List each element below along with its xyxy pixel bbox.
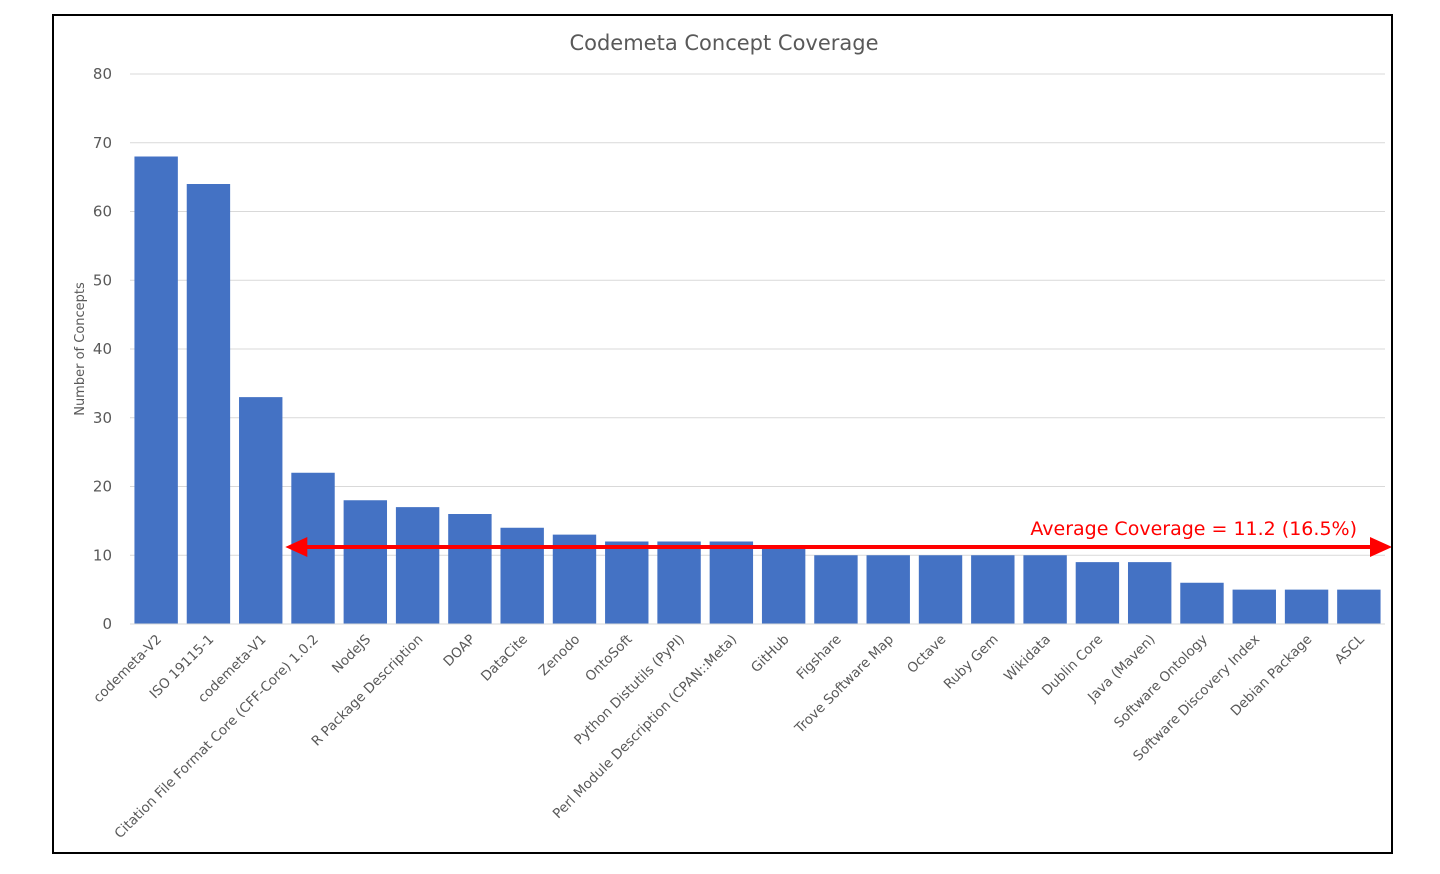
bar	[186, 184, 231, 624]
y-tick-label: 60	[93, 203, 112, 221]
y-axis-title: Number of Concepts	[73, 282, 88, 416]
bar	[814, 555, 858, 624]
y-tick-label: 10	[93, 546, 112, 564]
gridlines	[130, 73, 1385, 556]
x-category-label: Zenodo	[536, 632, 584, 680]
bar	[1075, 562, 1120, 624]
y-tick-label: 80	[93, 65, 112, 83]
x-category-label: Figshare	[793, 632, 844, 683]
x-category-label: DataCite	[478, 632, 531, 685]
bar	[552, 534, 597, 624]
bar	[343, 500, 388, 624]
x-category-label: ASCL	[1332, 631, 1368, 667]
bar	[657, 541, 701, 624]
y-tick-label: 50	[93, 271, 112, 289]
x-category-label: Octave	[904, 632, 949, 677]
bar	[605, 541, 649, 624]
x-category-label: DOAP	[440, 632, 478, 670]
bar	[500, 527, 544, 624]
bar	[866, 555, 910, 624]
y-tick-label: 0	[102, 615, 112, 633]
x-category-label: OntoSoft	[582, 632, 635, 685]
x-category-label: Software Ontology	[1111, 632, 1211, 732]
bar	[1180, 582, 1224, 624]
y-tick-label: 70	[93, 134, 112, 152]
bar	[395, 507, 440, 624]
y-tick-label: 20	[93, 478, 112, 496]
bar	[1337, 589, 1381, 624]
bar	[761, 548, 806, 624]
bar	[1127, 562, 1172, 624]
bar	[1023, 555, 1067, 624]
bar	[239, 397, 283, 624]
y-tick-label: 30	[93, 409, 112, 427]
y-axis-ticks: 0 10 20 30 40 50 60 70 80	[93, 65, 112, 633]
bar	[1284, 589, 1329, 624]
x-category-label: GitHub	[748, 632, 792, 676]
bar-chart: Codemeta Concept Coverage 0 10 20 30 40 50 60 7…	[73, 31, 1391, 842]
average-annotation: Average Coverage = 11.2 (16.5%)	[285, 518, 1391, 557]
average-arrow-right-head	[1370, 537, 1391, 557]
bar	[971, 555, 1015, 624]
bar	[134, 156, 178, 624]
x-category-label: Ruby Gem	[941, 632, 1002, 693]
chart-frame: Codemeta Concept Coverage 0 10 20 30 40 50 60 7…	[52, 14, 1393, 854]
average-coverage-label: Average Coverage = 11.2 (16.5%)	[1030, 518, 1357, 540]
x-category-label: Trove Software Map	[791, 632, 897, 738]
x-category-label: Wikidata	[1001, 632, 1054, 685]
bars	[134, 156, 1381, 624]
bar	[448, 514, 492, 624]
chart-title: Codemeta Concept Coverage	[569, 31, 878, 55]
x-category-label: Perl Module Description (CPAN::Meta)	[550, 632, 740, 822]
x-category-label: NodeJS	[329, 632, 374, 677]
bar	[1232, 589, 1276, 624]
bar	[709, 541, 754, 624]
y-tick-label: 40	[93, 340, 112, 358]
average-arrow-left-head	[285, 537, 308, 557]
bar	[918, 555, 963, 624]
